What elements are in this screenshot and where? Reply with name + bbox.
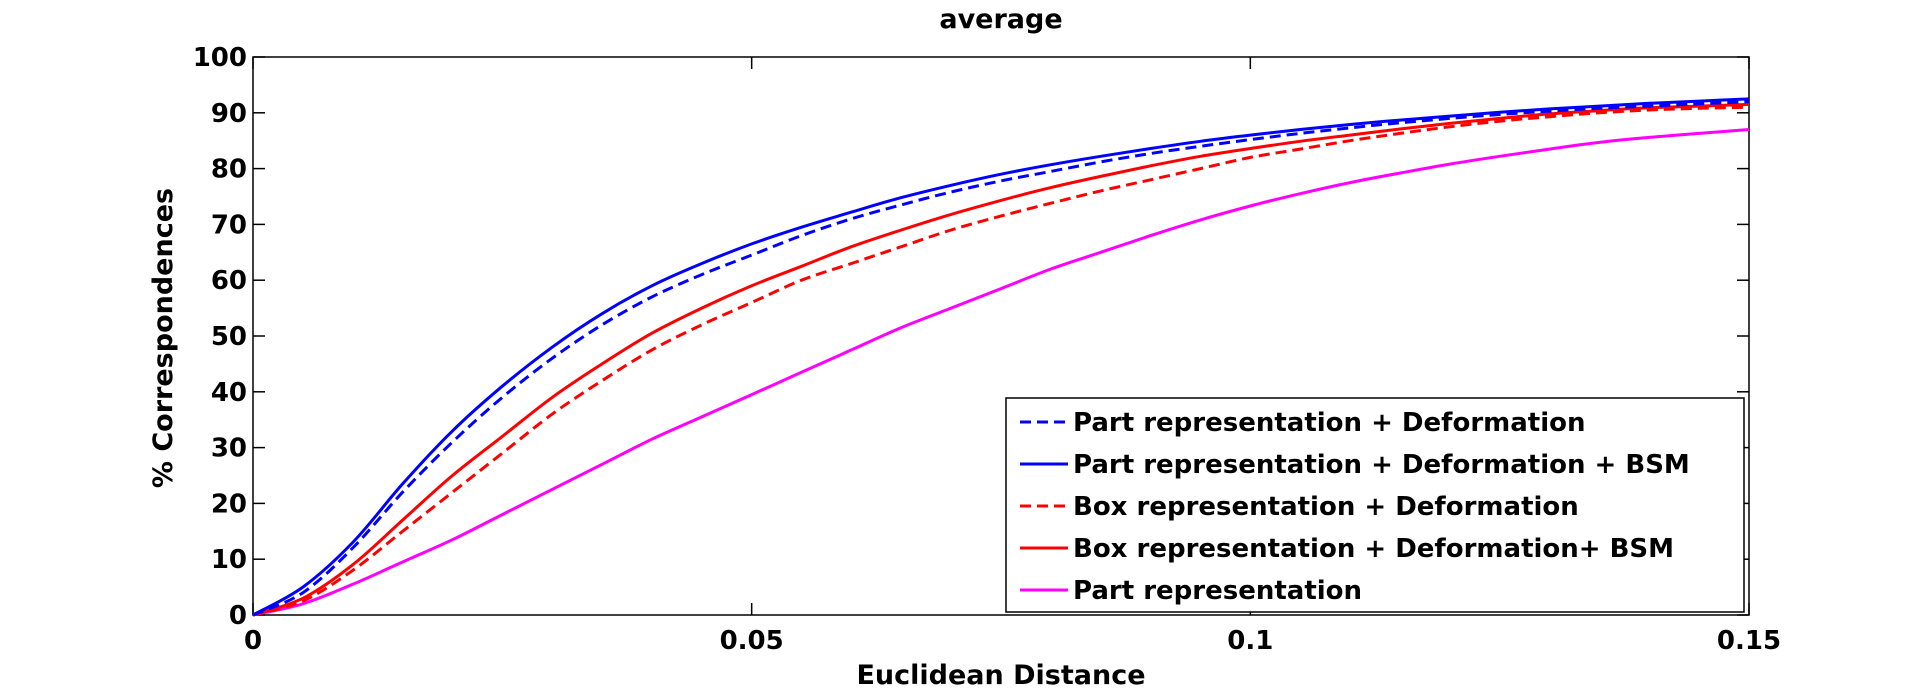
y-tick-label: 90 [211,99,247,129]
y-tick-label: 50 [211,322,247,352]
x-tick-label: 0 [244,626,262,656]
legend-label: Box representation + Deformation+ BSM [1073,534,1674,564]
series-line-5 [252,128,1750,617]
y-tick-label: 40 [211,378,247,408]
y-tick-label: 100 [193,43,247,73]
legend-label: Part representation + Deformation + BSM [1073,450,1690,480]
y-tick-label: 10 [211,545,247,575]
series-layer [252,97,1750,617]
axis-ticks: 0 0.05 0.1 0.15 0 10 20 30 40 50 60 70 80 90 100 [193,43,1781,656]
x-axis-label: Euclidean Distance [856,660,1145,689]
x-tick-label: 0.05 [720,626,784,656]
x-tick-label: 0.1 [1227,626,1273,656]
legend-label: Box representation + Deformation [1073,492,1579,522]
y-axis-label: % Correspondences [148,188,179,488]
y-tick-label: 0 [229,601,247,631]
legend: Part representation + Deformation Part re… [1005,397,1745,613]
chart-title: average [939,4,1062,35]
series-line-4 [252,102,1750,617]
y-tick-label: 80 [211,155,247,185]
x-tick-label: 0.15 [1717,626,1781,656]
legend-label: Part representation [1073,576,1362,606]
series-line-3 [252,105,1750,617]
y-tick-label: 60 [211,266,247,296]
series-line-1 [252,100,1750,617]
y-tick-label: 20 [211,489,247,519]
legend-label: Part representation + Deformation [1073,408,1585,438]
legend-box [1005,397,1745,613]
y-tick-label: 70 [211,210,247,240]
y-tick-label: 30 [211,434,247,464]
series-line-2 [252,97,1750,617]
